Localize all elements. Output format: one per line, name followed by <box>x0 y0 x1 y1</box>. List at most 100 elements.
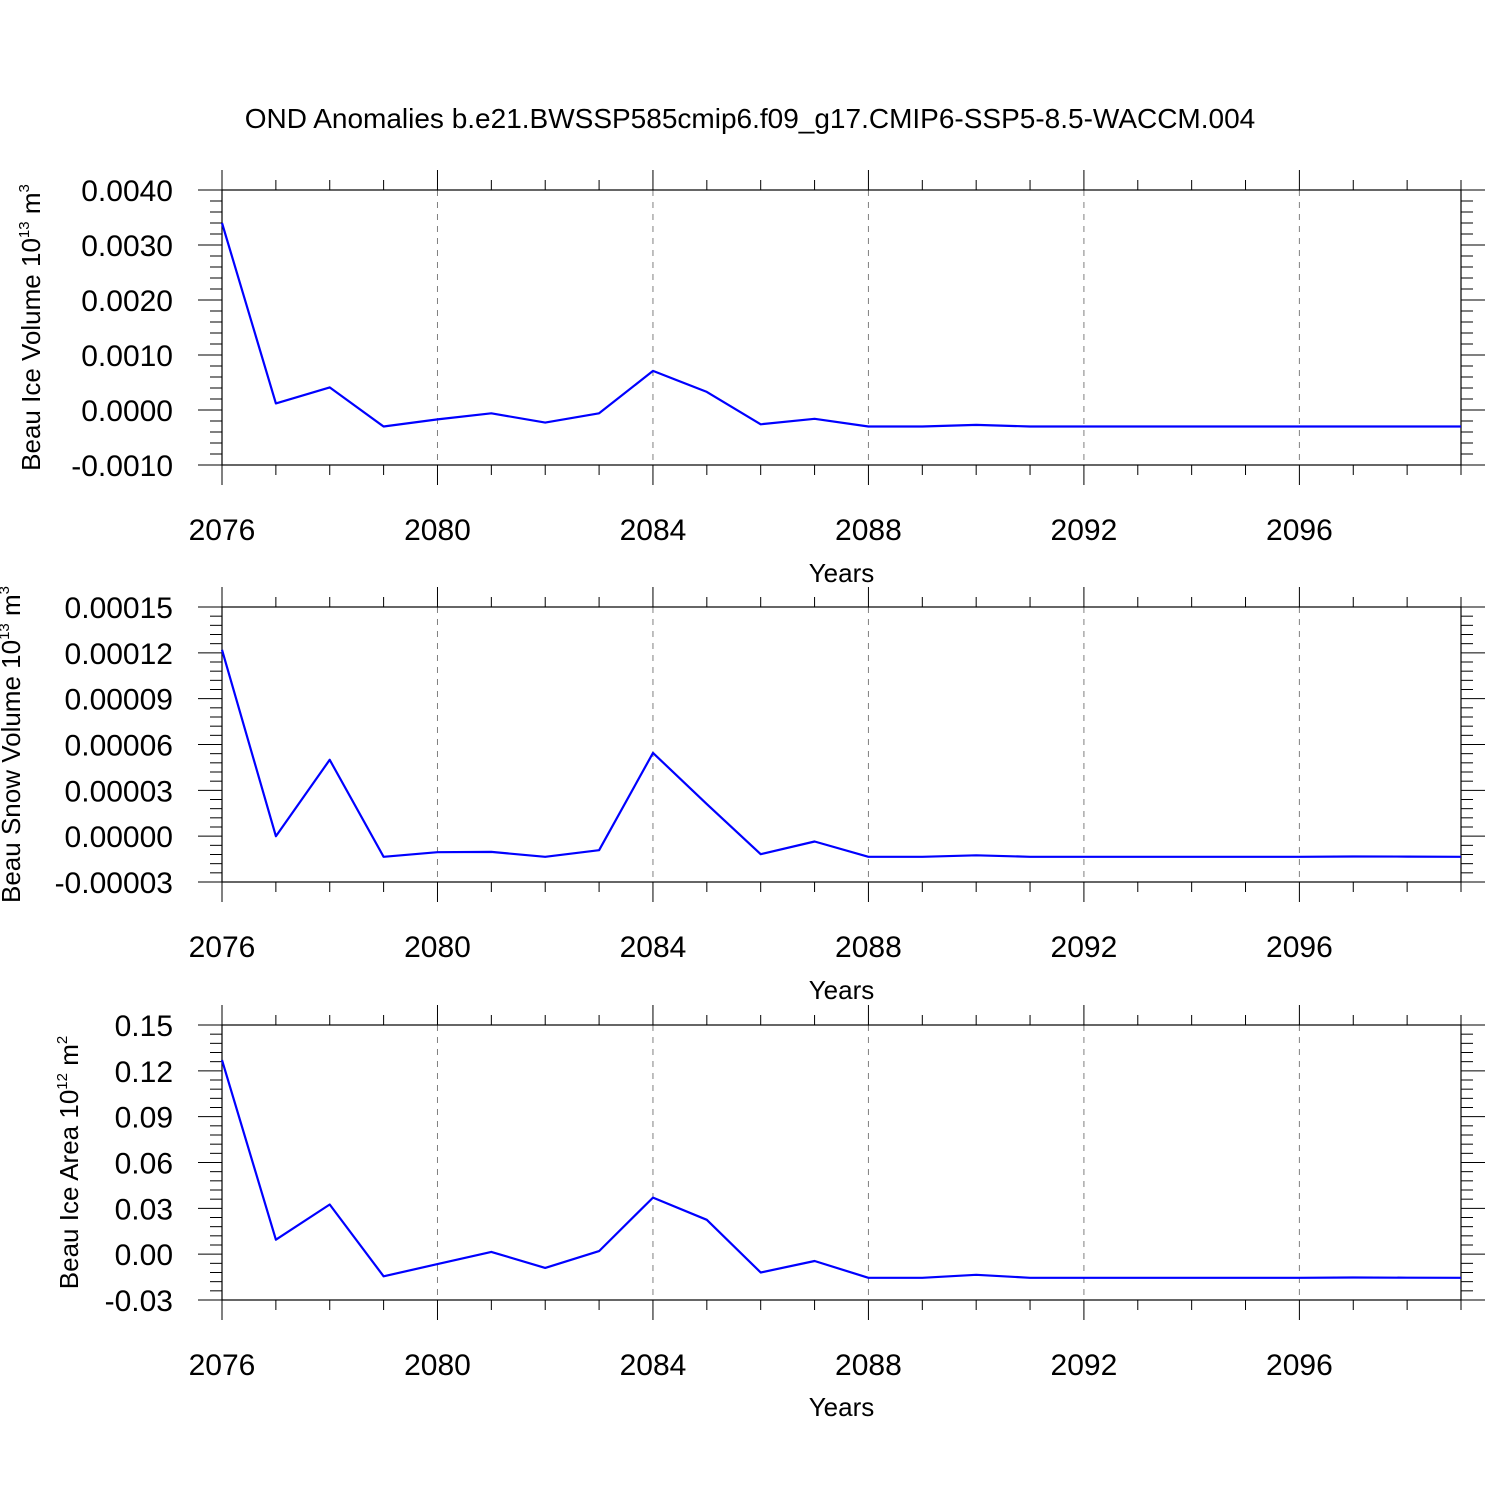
chart1-point-2079 <box>382 855 386 859</box>
chart1-point-2099 <box>1459 855 1463 859</box>
chart1-ytick-label: 0.00006 <box>65 730 173 763</box>
chart1-frame <box>221 606 1462 883</box>
chart0-point-2089 <box>920 425 924 429</box>
chart1-point-2081 <box>489 850 493 854</box>
chart0-point-2099 <box>1459 425 1463 429</box>
chart1-xtick-label: 2076 <box>189 931 256 964</box>
chart1-point-2094 <box>1190 855 1194 859</box>
chart2-point-2083 <box>597 1249 601 1253</box>
chart0-point-2096 <box>1297 425 1301 429</box>
figure-title: OND Anomalies b.e21.BWSSP585cmip6.f09_g1… <box>245 103 1256 134</box>
chart2-point-2094 <box>1190 1276 1194 1280</box>
chart1-point-2087 <box>813 840 817 844</box>
chart2-ytick-label: 0.03 <box>115 1193 173 1226</box>
chart2-point-2098 <box>1405 1276 1409 1280</box>
chart0-frame <box>221 189 1462 466</box>
chart2-ylabel-unit-m: m <box>54 1044 84 1073</box>
chart2-point-2093 <box>1136 1276 1140 1280</box>
chart0-point-2095 <box>1244 425 1248 429</box>
chart1-point-2086 <box>759 852 763 856</box>
chart1-ylabel-unit-m: m <box>0 594 26 623</box>
chart1-xtick-label: 2096 <box>1266 931 1333 964</box>
chart0-point-2086 <box>759 422 763 426</box>
chart0-ylabel: Beau Ice Volume 1013 m3 <box>16 184 46 471</box>
chart1-point-2093 <box>1136 855 1140 859</box>
chart2-point-2079 <box>382 1274 386 1278</box>
chart0-ytick-label: 0.0040 <box>81 175 173 208</box>
chart0-ylabel-text: Beau Ice Volume <box>16 267 46 471</box>
chart0-point-2076 <box>220 221 224 225</box>
panel-snow-volume: -0.00003 0.00000 0.00003 0.00006 0.00009 0.00… <box>0 586 1485 1005</box>
chart0-ylabel-unit-base: 10 <box>16 238 46 267</box>
chart2-point-2089 <box>920 1276 924 1280</box>
chart2-point-2099 <box>1459 1276 1463 1280</box>
chart0-point-2077 <box>274 401 278 405</box>
chart2-series-line <box>220 1059 1462 1279</box>
chart1-ytick-label: 0.00003 <box>65 775 173 808</box>
chart2-point-2082 <box>543 1266 547 1270</box>
chart1-point-2085 <box>705 802 709 806</box>
chart2-point-2086 <box>759 1271 763 1275</box>
chart0-point-2088 <box>866 425 870 429</box>
chart2-point-2090 <box>974 1273 978 1277</box>
chart2-frame <box>221 1024 1462 1301</box>
chart0-point-2092 <box>1082 425 1086 429</box>
chart0-point-2084 <box>651 369 655 373</box>
chart1-point-2078 <box>328 758 332 762</box>
chart0-point-2098 <box>1405 425 1409 429</box>
chart1-point-2098 <box>1405 855 1409 859</box>
chart0-xtick-label: 2096 <box>1266 514 1333 547</box>
chart1-ylabel-text: Beau Snow Volume <box>0 669 26 903</box>
chart2-xtick-label: 2080 <box>404 1349 471 1382</box>
chart2-xtick-label: 2076 <box>189 1349 256 1382</box>
chart1-point-2092 <box>1082 855 1086 859</box>
chart2-point-2076 <box>220 1058 224 1062</box>
chart2-point-2081 <box>489 1250 493 1254</box>
chart0-point-2094 <box>1190 425 1194 429</box>
chart1-point-2091 <box>1028 855 1032 859</box>
chart0-point-2097 <box>1351 425 1355 429</box>
chart1-point-2084 <box>651 751 655 755</box>
chart2-point-2077 <box>274 1238 278 1242</box>
chart2-point-2091 <box>1028 1276 1032 1280</box>
chart1-point-2083 <box>597 848 601 852</box>
chart1-point-2076 <box>220 648 224 652</box>
chart0-ytick-label: 0.0030 <box>81 230 173 263</box>
chart2-point-2092 <box>1082 1276 1086 1280</box>
chart0-point-2090 <box>974 423 978 427</box>
chart0-ytick-label: -0.0010 <box>71 450 173 483</box>
chart0-series-line <box>220 222 1461 428</box>
chart2-xtick-label: 2084 <box>620 1349 687 1382</box>
chart0-point-2081 <box>489 411 493 415</box>
chart1-point-2095 <box>1244 855 1248 859</box>
chart2-ylabel: Beau Ice Area 1012 m2 <box>54 1036 84 1289</box>
chart1-xlabel: Years <box>809 975 875 1005</box>
chart2-point-2078 <box>328 1203 332 1207</box>
chart0-xtick-label: 2080 <box>404 514 471 547</box>
chart1-xtick-label: 2092 <box>1051 931 1118 964</box>
chart2-xtick-label: 2092 <box>1051 1349 1118 1382</box>
chart0-xlabel: Years <box>809 558 875 588</box>
chart2-ylabel-text: Beau Ice Area <box>54 1119 84 1290</box>
chart2-xtick-label: 2088 <box>835 1349 902 1382</box>
chart1-ytick-label: 0.00009 <box>65 684 173 717</box>
chart1-ylabel: Beau Snow Volume 1013 m3 <box>0 586 26 903</box>
chart2-ylabel-unit-base: 10 <box>54 1090 84 1119</box>
chart2-ylabel-unit-mexp: 2 <box>54 1036 71 1044</box>
chart1-ylabel-unit-exp: 13 <box>0 623 13 640</box>
chart0-ylabel-unit-m: m <box>16 193 46 222</box>
chart0-point-2087 <box>813 417 817 421</box>
chart1-point-2088 <box>866 855 870 859</box>
chart1-point-2077 <box>274 834 278 838</box>
panel-ice-area: -0.03 0.00 0.03 0.06 0.09 0.12 0.15 2076 2080 208… <box>54 1005 1485 1422</box>
chart1-xtick-label: 2080 <box>404 931 471 964</box>
chart0-ytick-label: 0.0010 <box>81 340 173 373</box>
chart1-point-2082 <box>543 855 547 859</box>
chart2-ytick-label: -0.03 <box>105 1285 173 1318</box>
chart2-point-2084 <box>651 1196 655 1200</box>
chart0-point-2083 <box>597 411 601 415</box>
chart2-point-2096 <box>1297 1276 1301 1280</box>
chart1-ytick-label: 0.00000 <box>65 821 173 854</box>
chart0-point-2080 <box>435 417 439 421</box>
